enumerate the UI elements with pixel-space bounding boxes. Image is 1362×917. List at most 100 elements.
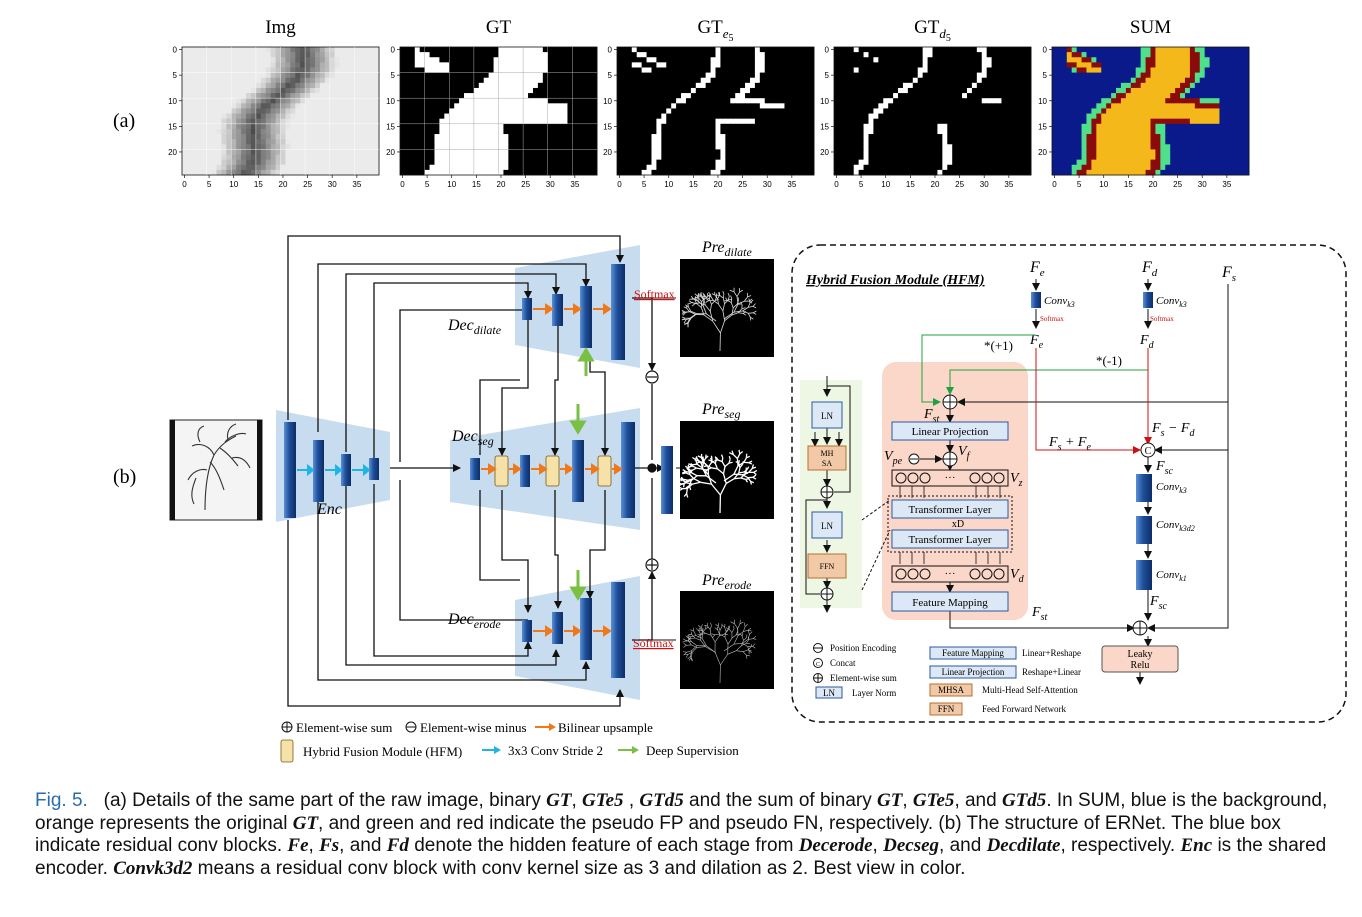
x-tick-label: 5 [425,180,430,189]
skip-connections [287,235,680,707]
pre-erode-label: Preerode [701,572,752,592]
y-tick-label: 10 [1038,97,1047,106]
dec-erode-label: Decerode [447,611,501,631]
y-tick-label: 20 [1038,148,1047,157]
softmax-bottom: Softmax [633,636,674,650]
hfm-token-row-z: ··· [891,469,1009,487]
x-tick-label: 25 [303,180,312,189]
y-tick-label: 5 [608,71,613,80]
x-tick-label: 30 [546,180,555,189]
x-tick-label: 30 [1198,180,1207,189]
legend-deep: Deep Supervision [646,743,739,758]
encoder-label: Enc [316,501,342,518]
pre-seg-label: Preseg [701,401,741,421]
hfm-softmax-d: Softmax [1150,315,1174,323]
x-tick-label: 35 [1222,180,1231,189]
hfm-softmax-e: Softmax [1040,315,1064,323]
hfm-fe-hat: Fe [1029,333,1044,351]
x-tick-label: 10 [1099,180,1108,189]
x-tick-label: 10 [447,180,456,189]
dec-dilate-label: Decdilate [447,317,502,337]
x-tick-label: 15 [689,180,698,189]
dec-seg-label: Decseg [451,428,494,448]
encoder-blocks [284,422,379,518]
x-tick-label: 35 [352,180,361,189]
encoder: Enc [276,410,390,522]
panel-a: Img 0 5 10 15 20 25 30 35 0 5 10 15 20 GT 0 5 10 15 20 25 30 3… [168,17,1250,189]
caption-math-gt: GT [546,790,572,811]
hfm-linear-projection: Linear Projection [912,426,989,438]
hfm-mhsa-2: SA [822,459,832,468]
plot-title: GT [486,17,512,38]
dec-erode-box [515,576,640,700]
x-tick-label: 30 [763,180,772,189]
x-tick-label: 20 [497,180,506,189]
y-tick-label: 20 [168,148,177,157]
hfm-fd-hat: Fd [1139,333,1155,351]
x-tick-label: 35 [1004,180,1013,189]
legend-hfm: Hybrid Fusion Module (HFM) [303,744,462,759]
hfm-fsc: Fsc [1155,459,1173,477]
output-pre-dilate: Predilate [680,239,774,357]
x-tick-label: 20 [714,180,723,189]
hfm-conv-k3: Convk3 [1156,481,1187,495]
x-tick-label: 15 [906,180,915,189]
x-tick-label: 20 [931,180,940,189]
y-tick-label: 0 [391,46,396,55]
hfm-ln-2: LN [821,521,833,531]
y-tick-label: 10 [820,97,829,106]
hfm-plus-one: *(+1) [984,338,1013,353]
hfm-fst: Fst [923,407,939,425]
hfm-minus-one: *(-1) [1096,353,1122,368]
pre-dilate-label: Predilate [701,239,753,259]
x-tick-label: 5 [642,180,647,189]
hfm-transformer-2: Transformer Layer [909,534,992,546]
x-tick-label: 25 [1173,180,1182,189]
hfm-vpe: Vpe [884,449,903,467]
output-pre-erode: Preerode [680,572,774,689]
hfm-token-row-d: ··· [891,565,1009,583]
x-tick-label: 20 [279,180,288,189]
y-tick-label: 10 [603,97,612,106]
hfm-ffn: FFN [820,562,835,571]
hfm-feature-mapping: Feature Mapping [912,597,988,609]
x-tick-label: 0 [182,180,187,189]
y-tick-label: 10 [168,97,177,106]
x-tick-label: 15 [254,180,263,189]
hfm-transformer-1: Transformer Layer [909,504,992,516]
plot-title: GTd5 [914,17,951,44]
legend-conv: 3x3 Conv Stride 2 [508,743,603,758]
x-tick-label: 25 [738,180,747,189]
x-tick-label: 10 [229,180,238,189]
x-tick-label: 10 [664,180,673,189]
hfm-conv-d: Convk3 [1156,295,1187,309]
output-pre-seg: Preseg [678,401,774,519]
green-arrows [569,347,595,601]
hfm-xd: xD [952,519,964,530]
x-tick-label: 20 [1149,180,1158,189]
hfm-conv-e: Convk3 [1044,295,1075,309]
x-tick-label: 0 [400,180,405,189]
y-tick-label: 10 [386,97,395,106]
y-tick-label: 5 [173,71,178,80]
x-tick-label: 10 [881,180,890,189]
y-tick-label: 5 [391,71,396,80]
legend-minus: Element-wise minus [420,720,527,735]
y-tick-label: 15 [603,122,612,131]
y-tick-label: 15 [1038,122,1047,131]
hfm-fsc-hat: Fsc [1149,594,1167,612]
legend-sum: Element-wise sum [296,720,392,735]
y-tick-label: 0 [825,46,830,55]
output-ops [645,370,659,572]
hfm-leaky: Leaky [1128,649,1153,660]
x-tick-label: 5 [1077,180,1082,189]
panel-label-b: (b) [113,466,136,488]
caption-fig-label: Fig. 5. [35,790,88,811]
panel-label-a: (a) [113,110,135,132]
y-tick-label: 15 [820,122,829,131]
hfm-vz: Vz [1010,471,1023,489]
hfm-fs-plus-fe: Fs + Fe [1048,435,1091,453]
hfm-ln-1: LN [821,411,833,421]
hfm-legend: Position Encoding C Concat Element-wise … [813,643,1081,716]
x-tick-label: 35 [787,180,796,189]
